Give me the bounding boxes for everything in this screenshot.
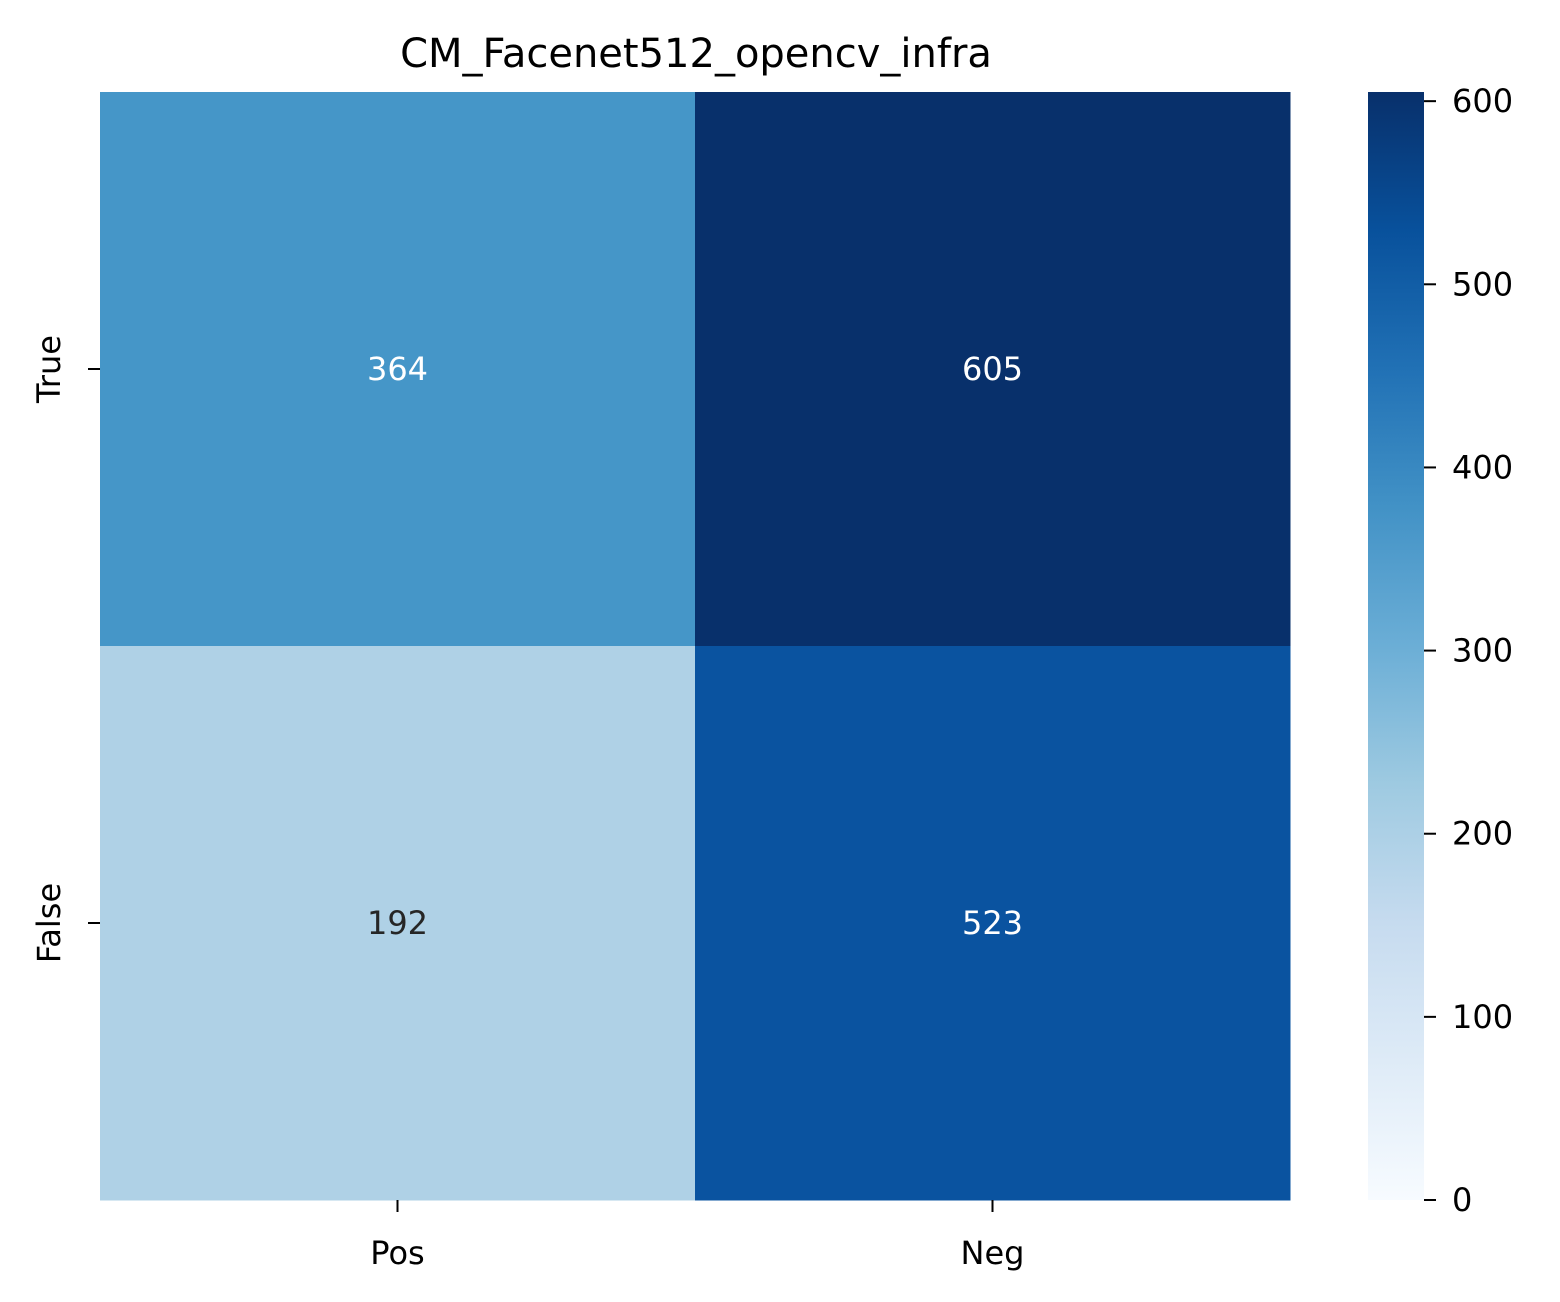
chart-title: CM_Facenet512_opencv_infra xyxy=(400,31,992,77)
y-tick-label-false: False xyxy=(30,883,68,963)
cell-value-false-pos: 192 xyxy=(367,904,428,942)
heatmap-cells: 364 605 192 523 xyxy=(100,92,1291,1201)
colorbar-tick-label-300: 300 xyxy=(1452,632,1513,670)
colorbar-tick-label-100: 100 xyxy=(1452,998,1513,1036)
colorbar-tick-label-600: 600 xyxy=(1452,82,1513,120)
colorbar-tick-label-0: 0 xyxy=(1452,1181,1472,1219)
x-axis: Pos Neg xyxy=(370,1200,1024,1272)
y-axis: True False xyxy=(30,335,100,963)
colorbar: 0 100 200 300 400 500 600 xyxy=(1368,82,1513,1219)
cell-false-neg xyxy=(695,646,1291,1201)
colorbar-tick-label-500: 500 xyxy=(1452,265,1513,303)
cell-value-false-neg: 523 xyxy=(962,904,1023,942)
cell-value-true-neg: 605 xyxy=(962,350,1023,388)
x-tick-label-neg: Neg xyxy=(961,1234,1025,1272)
colorbar-gradient xyxy=(1368,92,1424,1200)
x-tick-label-pos: Pos xyxy=(370,1234,424,1272)
cell-false-pos xyxy=(100,646,696,1201)
colorbar-tick-label-400: 400 xyxy=(1452,448,1513,486)
cell-true-neg xyxy=(695,92,1291,647)
y-tick-label-true: True xyxy=(30,335,68,404)
cell-value-true-pos: 364 xyxy=(367,350,428,388)
cell-true-pos xyxy=(100,92,696,647)
colorbar-ticks: 0 100 200 300 400 500 600 xyxy=(1424,82,1513,1219)
colorbar-tick-label-200: 200 xyxy=(1452,815,1513,853)
